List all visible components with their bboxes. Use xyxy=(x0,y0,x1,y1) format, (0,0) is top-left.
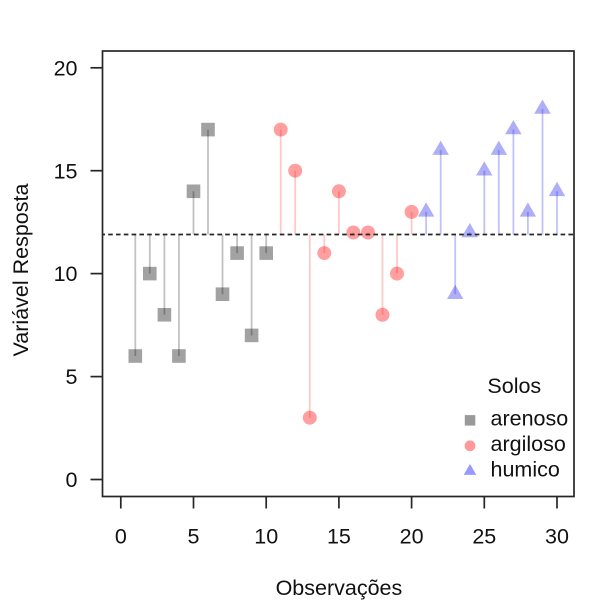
svg-text:15: 15 xyxy=(327,525,351,549)
svg-text:arenoso: arenoso xyxy=(491,407,569,431)
svg-text:10: 10 xyxy=(54,262,78,286)
svg-text:5: 5 xyxy=(66,365,78,389)
svg-text:15: 15 xyxy=(54,159,78,183)
svg-text:0: 0 xyxy=(66,468,78,492)
svg-text:argiloso: argiloso xyxy=(491,432,566,456)
svg-text:humico: humico xyxy=(491,457,560,481)
svg-text:Variável Resposta: Variável Resposta xyxy=(9,184,33,357)
svg-text:20: 20 xyxy=(54,56,78,80)
svg-text:30: 30 xyxy=(545,525,569,549)
svg-text:10: 10 xyxy=(254,525,278,549)
svg-text:25: 25 xyxy=(472,525,496,549)
svg-text:Observações: Observações xyxy=(276,576,403,600)
svg-text:Solos: Solos xyxy=(487,374,541,398)
svg-text:20: 20 xyxy=(400,525,424,549)
svg-text:5: 5 xyxy=(188,525,200,549)
svg-text:0: 0 xyxy=(115,525,127,549)
